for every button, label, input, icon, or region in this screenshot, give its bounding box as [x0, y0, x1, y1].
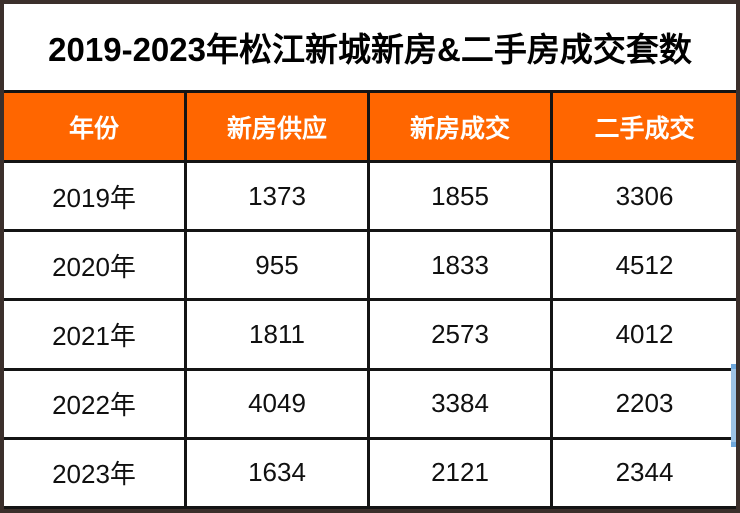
cell-secondhand-deals: 4012 [615, 319, 674, 349]
cell-year: 2019年 [4, 163, 187, 230]
cell-secondhand-deals: 2344 [615, 457, 674, 488]
table-title: 2019-2023年松江新城新房&二手房成交套数 [4, 4, 736, 93]
table-row-2020: 2020年 955 1833 4512 [4, 232, 736, 302]
cell-new-supply: 4049 [187, 370, 370, 437]
cell-secondhand-deals: 3306 [615, 180, 674, 211]
cell-new-deals: 2121 [370, 439, 553, 507]
cell-new-deals: 3384 [370, 370, 553, 437]
table-row-2022: 2022年 4049 3384 2203 [4, 370, 736, 440]
cell-secondhand-deals: 4512 [615, 249, 674, 280]
table-row-2019: 2019年 1373 1855 3306 [4, 163, 736, 233]
table-row-2023: 2023年 1634 2121 2344 [4, 439, 736, 509]
cell-new-supply: 1634 [187, 439, 370, 507]
column-header-year: 年份 [4, 93, 187, 160]
cell-new-supply: 955 [187, 232, 370, 299]
column-header-new-deals: 新房成交 [370, 93, 553, 160]
cell-year: 2023年 [4, 439, 187, 507]
cell-year: 2020年 [4, 232, 187, 299]
cell-year: 2022年 [4, 370, 187, 437]
cell-secondhand-deals: 2203 [615, 388, 674, 419]
column-header-secondhand-deals: 二手成交 [594, 114, 695, 143]
cell-new-deals: 2573 [370, 301, 553, 368]
cell-new-deals: 1833 [370, 232, 553, 299]
cell-new-supply: 1373 [187, 163, 370, 230]
cell-new-supply: 1811 [187, 301, 370, 368]
table-header-row: 年份 新房供应 新房成交 二手成交 [4, 93, 736, 163]
table-row-2021: 2021年 1811 2573 4012 [4, 301, 736, 371]
cell-year: 2021年 [4, 301, 187, 368]
cell-new-deals: 1855 [370, 163, 553, 230]
column-header-new-supply: 新房供应 [187, 93, 370, 160]
